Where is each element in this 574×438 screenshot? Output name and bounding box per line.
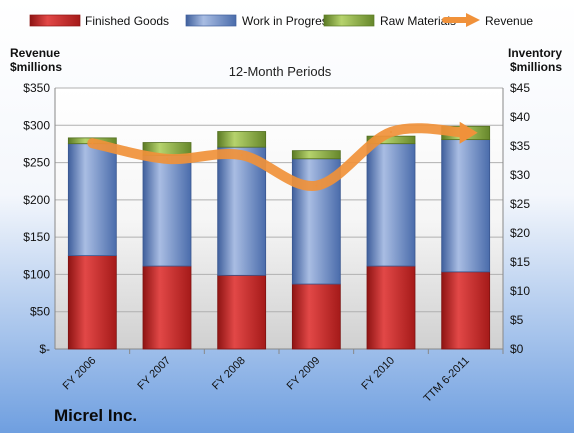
left-tick-label: $200 (23, 193, 50, 207)
right-tick-label: $45 (510, 81, 530, 95)
legend-swatch-raw-materials (323, 14, 375, 27)
revenue-arrowhead (459, 121, 478, 144)
bars (67, 125, 491, 350)
revenue-point-fy-2010 (390, 130, 392, 133)
left-axis-ticks: $- $50 $100 $150 $200 $250 $300 $350 (23, 81, 50, 356)
right-tick-label: $40 (510, 110, 530, 124)
revenue-line (87, 123, 471, 191)
bar-work-in-progress-fy-2008 (217, 146, 267, 276)
revenue-point-fy-2009 (315, 184, 318, 187)
legend-label-revenue: Revenue (485, 14, 533, 28)
left-axis-label-line1: Revenue (10, 46, 60, 60)
company-name: Micrel Inc. (54, 406, 137, 425)
chart-title: 12-Month Periods (229, 64, 332, 79)
right-tick-label: $25 (510, 197, 530, 211)
bar-raw-materials-fy-2008 (217, 131, 267, 148)
right-axis-label-line1: Inventory (508, 46, 562, 60)
right-tick-label: $10 (510, 284, 530, 298)
revenue-point-fy-2007 (166, 157, 168, 160)
revenue-point-fy-2008 (240, 154, 243, 157)
legend: Finished Goods Work in Progress Raw Mate… (29, 13, 533, 28)
bar-work-in-progress-ttm-6-2011 (441, 139, 491, 273)
right-tick-label: $20 (510, 226, 530, 240)
legend-label-raw-materials: Raw Materials (380, 14, 456, 28)
bar-finished-goods-fy-2006 (67, 255, 117, 350)
bar-work-in-progress-fy-2010 (366, 143, 416, 267)
bar-work-in-progress-fy-2006 (67, 143, 117, 257)
left-tick-label: $- (39, 342, 50, 356)
revenue-line-layer (87, 121, 478, 191)
legend-label-finished-goods: Finished Goods (85, 14, 169, 28)
right-tick-label: $35 (510, 139, 530, 153)
bar-finished-goods-fy-2007 (142, 265, 192, 350)
bar-work-in-progress-fy-2007 (142, 154, 192, 267)
legend-swatch-revenue (442, 13, 480, 27)
left-tick-label: $250 (23, 156, 50, 170)
bar-raw-materials-fy-2009 (291, 150, 341, 160)
right-tick-label: $15 (510, 255, 530, 269)
left-tick-label: $350 (23, 81, 50, 95)
bar-finished-goods-fy-2008 (217, 274, 267, 350)
legend-swatch-work-in-progress (185, 14, 237, 27)
right-axis-ticks: $0 $5 $10 $15 $20 $25 $30 $35 $40 $45 (510, 81, 530, 356)
bar-finished-goods-fy-2009 (291, 283, 341, 350)
left-tick-label: $100 (23, 267, 50, 281)
left-axis-label-line2: $millions (10, 60, 62, 74)
legend-label-work-in-progress: Work in Progress (242, 14, 334, 28)
right-tick-label: $30 (510, 168, 530, 182)
gridlines (54, 87, 504, 350)
right-tick-label: $0 (510, 342, 524, 356)
bar-finished-goods-fy-2010 (366, 265, 416, 350)
revenue-point-fy-2006 (91, 142, 94, 145)
revenue-point-ttm-6-2011 (464, 131, 467, 134)
left-tick-label: $50 (30, 305, 50, 319)
right-axis-label-line2: $millions (510, 60, 562, 74)
legend-swatch-finished-goods (29, 14, 81, 27)
bar-finished-goods-ttm-6-2011 (441, 271, 491, 350)
left-tick-label: $300 (23, 118, 50, 132)
right-tick-label: $5 (510, 313, 524, 327)
left-tick-label: $150 (23, 230, 50, 244)
